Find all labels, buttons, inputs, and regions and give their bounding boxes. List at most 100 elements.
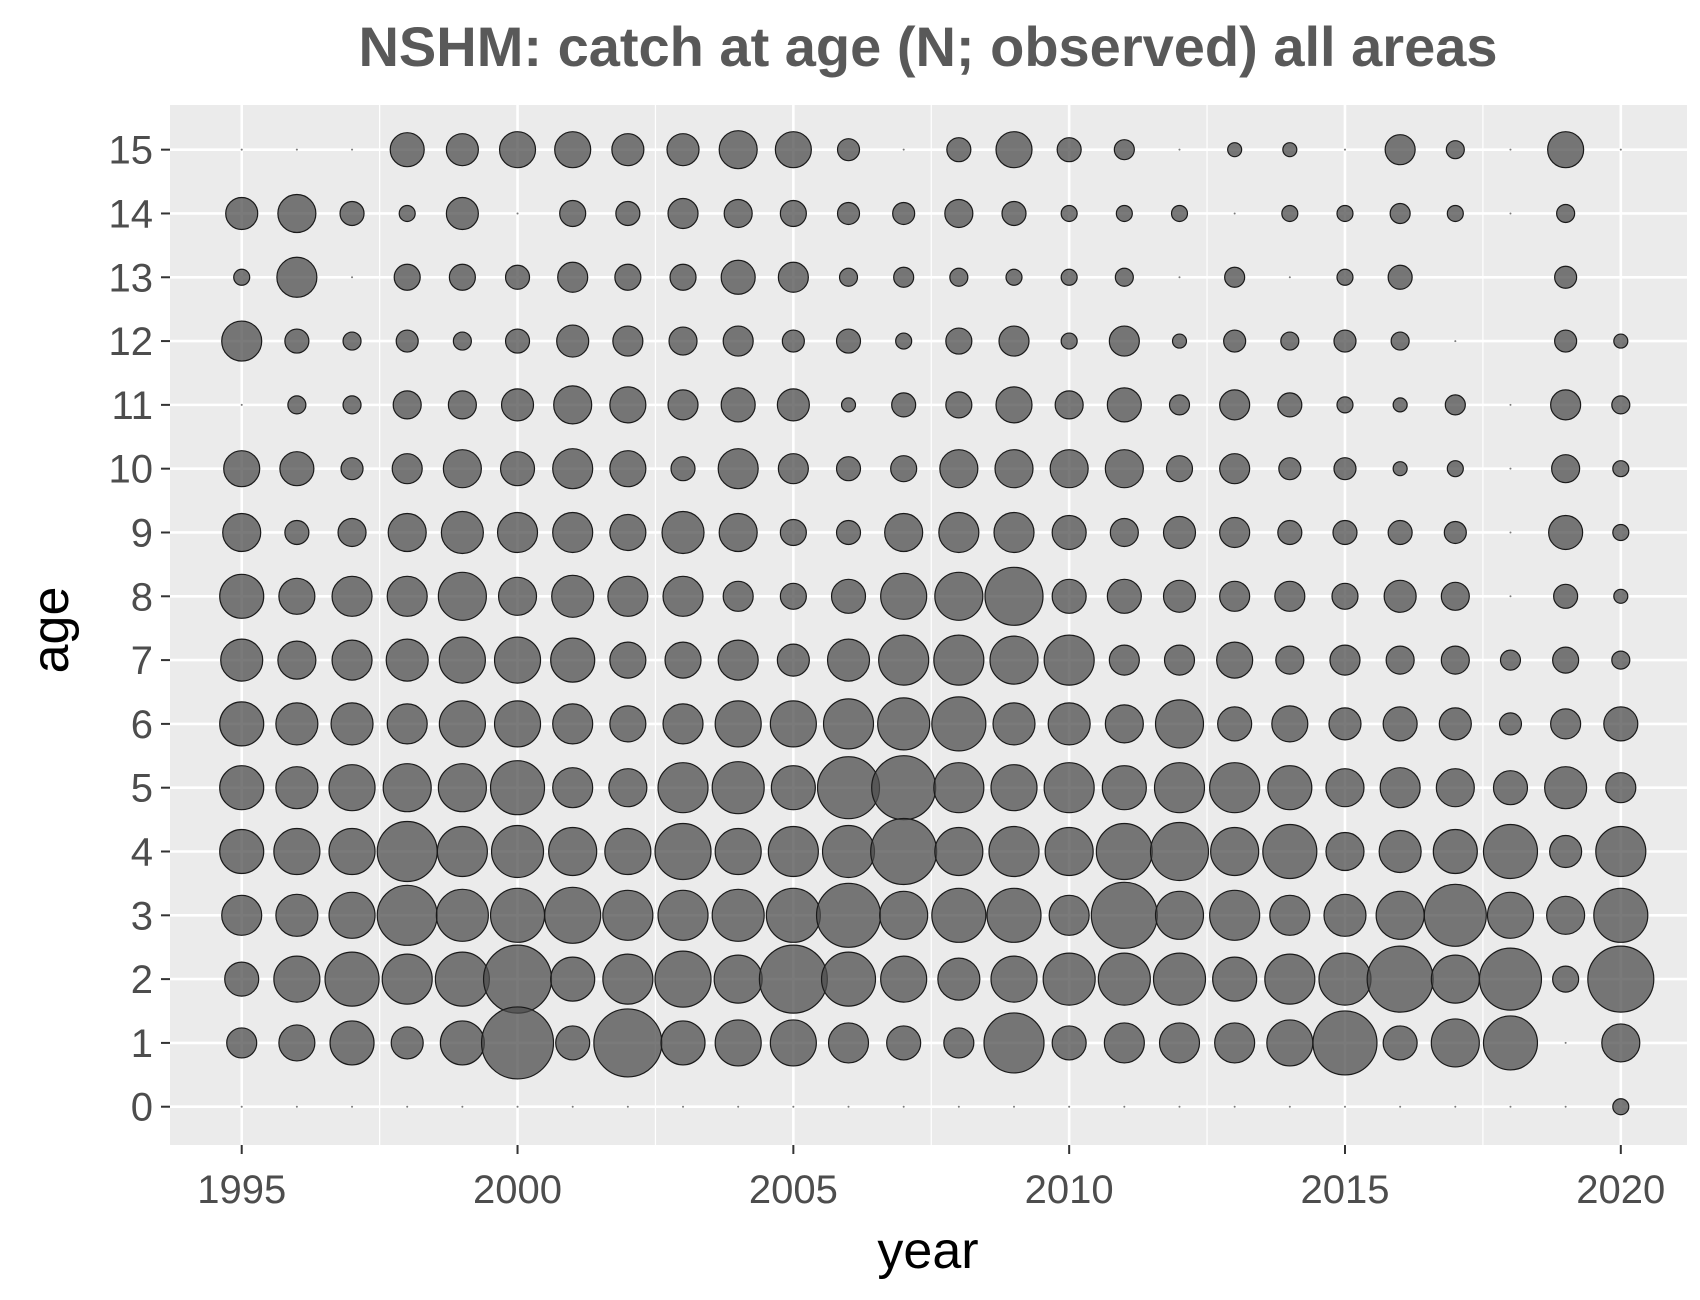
- bubble-point: [386, 575, 428, 617]
- bubble-point: [609, 386, 647, 424]
- bubble-point: [770, 765, 816, 811]
- bubble-point: [1509, 1105, 1512, 1108]
- bubble-point: [445, 133, 479, 167]
- bubble-point: [1060, 204, 1078, 223]
- bubble-point: [720, 259, 756, 295]
- bubble-point: [767, 825, 819, 878]
- bubble-point: [1318, 952, 1372, 1006]
- bubble-point: [435, 888, 489, 942]
- bubble-point: [386, 703, 428, 745]
- bubble-point: [287, 395, 307, 415]
- bubble-point: [1043, 634, 1095, 686]
- bubble-point: [1432, 828, 1478, 875]
- bubble-point: [1219, 516, 1251, 549]
- bubble-point: [223, 450, 261, 488]
- bubble-point: [328, 764, 376, 812]
- bubble-point: [1619, 148, 1622, 151]
- bubble-point: [1333, 457, 1357, 481]
- bubble-point: [1178, 276, 1181, 279]
- bubble-point: [781, 329, 805, 353]
- bubble-point: [737, 1105, 740, 1108]
- bubble-point: [1603, 706, 1639, 742]
- bubble-point: [1605, 772, 1637, 804]
- bubble-point: [657, 762, 709, 814]
- bubble-point: [328, 827, 376, 876]
- bubble-point: [219, 701, 265, 747]
- bubble-point: [815, 882, 882, 948]
- bubble-point: [1556, 203, 1576, 224]
- bubble-point: [717, 639, 759, 681]
- bubble-point: [240, 403, 243, 406]
- bubble-point: [931, 887, 987, 943]
- bubble-point: [821, 824, 876, 879]
- bubble-point: [1162, 515, 1197, 550]
- bubble-point: [1438, 707, 1472, 741]
- bubble-point: [398, 204, 416, 223]
- x-tick-label: 2020: [1576, 1168, 1665, 1212]
- bubble-point: [777, 453, 809, 485]
- bubble-point: [1209, 889, 1261, 941]
- bubble-point: [1366, 945, 1434, 1013]
- bubble-point: [1595, 825, 1647, 878]
- bubble-point: [434, 951, 490, 1007]
- bubble-point: [758, 944, 828, 1014]
- bubble-point: [1336, 268, 1354, 286]
- bubble-point: [273, 955, 321, 1003]
- bubble-point: [1123, 1105, 1126, 1108]
- bubble-point: [1115, 204, 1133, 223]
- bubble-point: [1108, 644, 1140, 676]
- bubble-point: [222, 512, 262, 553]
- axis-ticks: [161, 148, 1622, 1154]
- bubble-point: [1382, 1025, 1418, 1061]
- bubble-point: [275, 893, 319, 937]
- bubble-point: [1343, 1105, 1346, 1108]
- bubble-point: [497, 576, 538, 616]
- bubble-point: [552, 703, 594, 745]
- bubble-point: [723, 198, 753, 229]
- bubble-point: [1499, 649, 1522, 671]
- bubble-point: [1158, 1022, 1201, 1064]
- bubble-point: [276, 256, 318, 298]
- bubble-point: [1446, 460, 1464, 478]
- bubble-point: [989, 635, 1039, 685]
- y-tick-label: 7: [131, 639, 153, 683]
- bubble-point: [1214, 1022, 1256, 1064]
- bubble-point: [1587, 945, 1655, 1013]
- bubble-point: [1264, 953, 1316, 1005]
- bubble-point: [937, 957, 981, 1001]
- bubble-point: [1498, 712, 1523, 736]
- bubble-point: [273, 827, 321, 876]
- bubble-point: [609, 450, 647, 488]
- bubble-layer: [219, 130, 1655, 1116]
- bubble-point: [1149, 821, 1210, 882]
- bubble-point: [1446, 204, 1464, 223]
- bubble-point: [890, 455, 918, 483]
- bubble-point: [607, 575, 649, 617]
- bubble-point: [1387, 519, 1413, 546]
- bubble-point: [221, 894, 263, 936]
- bubble-point: [838, 267, 859, 287]
- bubble-point: [835, 328, 862, 354]
- bubble-point: [668, 326, 698, 356]
- bubble-point: [943, 1027, 975, 1059]
- bubble-point: [835, 519, 862, 546]
- y-tick-label: 6: [131, 703, 153, 747]
- bubble-point: [557, 261, 589, 293]
- bubble-point: [393, 263, 421, 291]
- bubble-point: [440, 510, 484, 555]
- bubble-point: [880, 955, 928, 1003]
- bubble-point: [1227, 142, 1243, 158]
- bubble-point: [1332, 519, 1358, 546]
- bubble-point: [602, 889, 654, 941]
- bubble-point: [1399, 1105, 1402, 1108]
- bubble-point: [1611, 650, 1631, 670]
- bubble-point: [1611, 395, 1631, 415]
- bubble-point: [1554, 265, 1578, 289]
- bubble-point: [1392, 397, 1408, 413]
- bubble-point: [1509, 531, 1512, 534]
- bubble-point: [1168, 394, 1191, 416]
- bubble-point: [1564, 1105, 1567, 1108]
- bubble-point: [554, 131, 592, 169]
- bubble-point: [713, 954, 763, 1004]
- bubble-point: [442, 449, 482, 489]
